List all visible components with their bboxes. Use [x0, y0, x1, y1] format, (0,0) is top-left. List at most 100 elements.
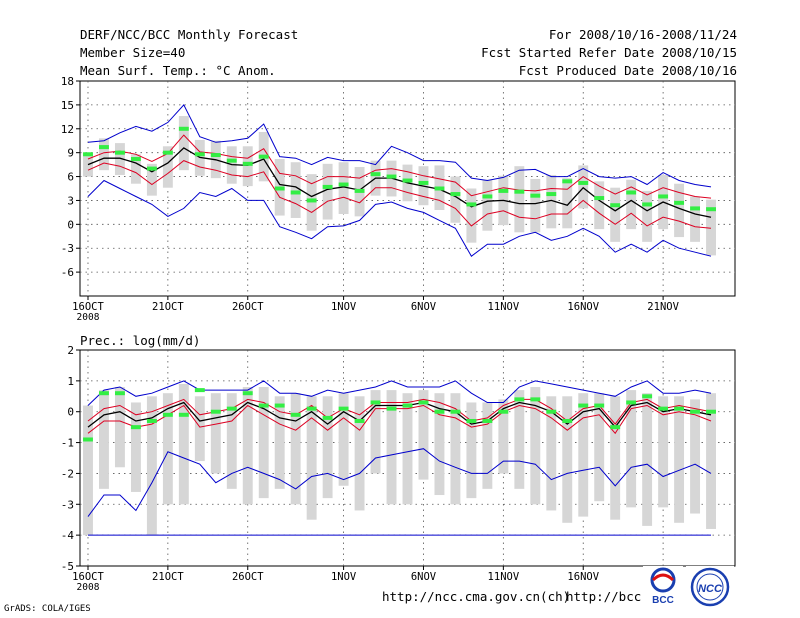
panel2-obs-marker	[482, 418, 493, 423]
panel1-series-min	[87, 179, 712, 257]
precip-panel-title: Prec.: log(mm/d)	[80, 333, 200, 348]
panel1-xtick-label: 21OCT	[152, 301, 184, 313]
panel1-obs-marker	[99, 145, 109, 150]
panel1-range-box	[482, 179, 493, 231]
panel1-obs-marker	[514, 189, 525, 194]
panel2-obs-marker	[546, 409, 557, 414]
bcc-logo-text: BCC	[652, 595, 674, 606]
panel1-ytick-label: 0	[67, 218, 74, 231]
panel1-obs-marker	[418, 180, 429, 185]
variable-label: Mean Surf. Temp.: °C Anom.	[80, 63, 276, 78]
panel1-obs-marker	[530, 193, 541, 198]
panel2-range-box	[482, 402, 493, 489]
panel1-obs-marker	[546, 192, 557, 197]
panel1-range-box	[706, 199, 716, 256]
panel1-obs-marker	[642, 202, 653, 207]
panel2-ytick-label: -1	[61, 437, 74, 450]
panel1-obs-marker	[226, 158, 237, 163]
panel1-obs-marker	[130, 157, 141, 162]
grads-credit: GrADS: COLA/IGES	[4, 604, 91, 614]
panel1-obs-marker	[258, 154, 269, 159]
panel1-range-box	[146, 163, 157, 196]
panel2-range-box	[322, 396, 333, 499]
panel2-series-max	[87, 380, 712, 406]
panel2-obs-marker	[83, 437, 93, 442]
panel1-obs-marker	[706, 207, 716, 212]
panel2-ytick-label: -3	[61, 498, 74, 511]
ncc-logo-text: NCC	[698, 583, 723, 595]
forecast-period: For 2008/10/16-2008/11/24	[548, 27, 737, 42]
panel1-obs-marker	[450, 192, 461, 197]
panel2-obs-marker	[306, 406, 317, 411]
panel1-range-box	[322, 163, 333, 220]
panel1-series-max	[87, 104, 712, 188]
panel1-ytick-label: -3	[61, 242, 74, 255]
panel1-ytick-label: 9	[67, 147, 74, 160]
panel2-xtick-label: 6NOV	[411, 571, 437, 583]
footer-url-ncc[interactable]: http://ncc.cma.gov.cn(ch)	[382, 589, 571, 604]
panel1-obs-marker	[162, 150, 173, 155]
panel2-obs-marker	[498, 409, 509, 414]
panel2-obs-marker	[658, 406, 669, 411]
panel2-series-min	[87, 448, 712, 517]
panel2-range-box	[626, 390, 637, 508]
panel2-xtick-label: 11NOV	[488, 571, 520, 583]
panel2-series-mean	[87, 401, 712, 429]
panel1-range-box	[690, 196, 701, 242]
panel1-range-box	[178, 116, 189, 171]
panel2-range-box	[194, 396, 205, 462]
panel2-obs-marker	[402, 403, 413, 408]
panel1-ytick-label: 18	[61, 75, 74, 88]
panel2-xtick-sublabel: 2008	[77, 582, 100, 593]
panel1-range-box	[162, 146, 173, 188]
panel1-obs-marker	[386, 174, 397, 179]
panel1-series-lower	[87, 160, 712, 229]
chart-title: DERF/NCC/BCC Monthly Forecast	[80, 27, 299, 42]
panel1-xtick-sublabel: 2008	[77, 312, 100, 323]
footer-url-bcc[interactable]: http://bcc.	[566, 589, 649, 604]
panel1-obs-marker	[322, 184, 333, 189]
panel1-obs-marker	[402, 178, 413, 183]
panel2-ytick-label: -4	[61, 529, 75, 542]
panel2-obs-marker	[226, 406, 237, 411]
panel1-range-box	[642, 190, 653, 242]
panel2-range-box	[658, 396, 669, 508]
panel2-obs-marker	[706, 409, 716, 414]
panel1-obs-marker	[626, 190, 637, 195]
panel2-range-box	[178, 383, 189, 505]
panel2-range-box	[642, 393, 653, 526]
panel1-range-box	[530, 178, 541, 233]
panel1-range-box	[594, 181, 605, 230]
panel2-range-box	[242, 387, 253, 505]
panel2-ytick-label: -2	[61, 467, 74, 480]
panel1-xtick-label: 16OCT	[72, 301, 104, 313]
panel1-obs-marker	[482, 194, 493, 199]
panel1-ytick-label: 12	[61, 123, 74, 136]
panel1-obs-marker	[498, 188, 509, 193]
panel2-obs-marker	[290, 412, 301, 417]
panel1-obs-marker	[146, 166, 157, 171]
panel1-obs-marker	[434, 186, 445, 191]
panel2-range-box	[274, 396, 285, 489]
panel2-obs-marker	[194, 388, 205, 393]
member-size: Member Size=40	[80, 45, 186, 60]
panel1-obs-marker	[194, 152, 205, 157]
panel1-range-box	[290, 162, 301, 218]
ncc-logo-icon: NCC	[686, 566, 734, 608]
panel2-ytick-label: 0	[67, 406, 74, 419]
panel2-range-box	[338, 393, 349, 486]
panel1-obs-marker	[210, 153, 221, 158]
panel1-range-box	[338, 162, 349, 214]
panel1-range-box	[114, 143, 125, 175]
panel1-xtick-label: 26OCT	[232, 301, 264, 313]
panel2-range-box	[258, 387, 269, 499]
panel2-range-box	[386, 390, 397, 505]
panel1-range-box	[466, 188, 477, 243]
forecast-start-date: Fcst Started Refer Date 2008/10/15	[481, 45, 737, 60]
panel2-range-box	[674, 396, 685, 523]
panel1-range-box	[83, 152, 93, 177]
panel1-range-box	[562, 178, 573, 229]
